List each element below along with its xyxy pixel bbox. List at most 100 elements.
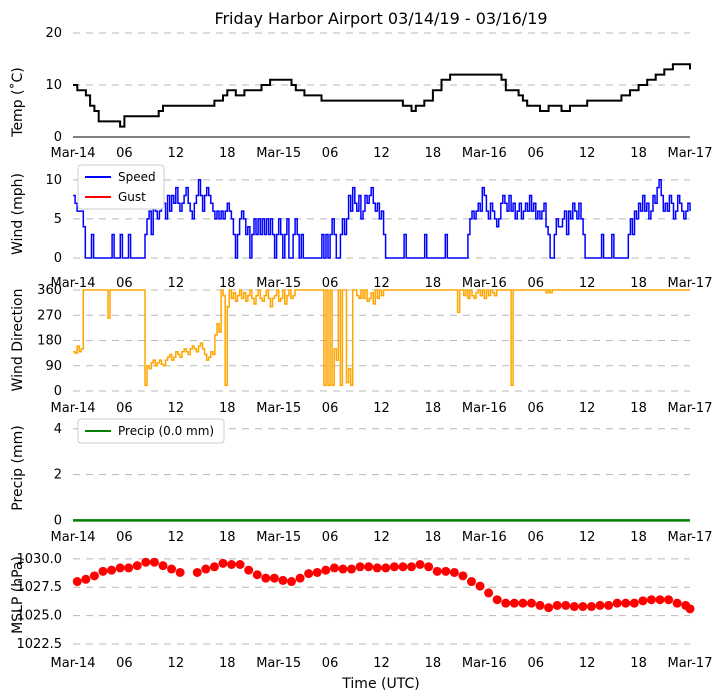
pressure-point (398, 562, 408, 572)
y-tick-label: 270 (37, 308, 62, 323)
pressure-point (278, 575, 288, 585)
x-tick-label: 18 (219, 401, 236, 416)
x-tick-label: Mar-14 (51, 530, 96, 545)
x-tick-label: 06 (527, 276, 544, 291)
x-tick-label: Mar-17 (668, 401, 713, 416)
x-tick-label: 12 (168, 656, 185, 671)
pressure-point (252, 570, 262, 580)
pressure-point (424, 562, 434, 572)
pressure-point (124, 563, 134, 573)
pressure-point (261, 573, 271, 583)
y-tick-label: 5 (54, 212, 62, 227)
temp-series (73, 63, 691, 128)
x-tick-label: 12 (168, 146, 185, 161)
x-tick-label: 12 (579, 401, 596, 416)
pressure-point (227, 560, 237, 569)
pressure-point (209, 562, 219, 572)
x-tick-label: Mar-17 (668, 146, 713, 161)
pressure-panel: 1022.5 1025.0 1027.5 1030.0 Mar-14 06 12 18 Mar-… (10, 552, 712, 671)
y-axis-label: Temp (˚C) (9, 67, 26, 137)
x-tick-label: Mar-17 (668, 656, 713, 671)
x-tick-label: Mar-14 (51, 656, 96, 671)
x-tick-label: 12 (168, 401, 185, 416)
y-tick-label: 1025.0 (17, 609, 63, 624)
precip-panel: 0 2 4 Mar-14 06 12 18 Mar-15 06 12 18 Mar-16 06 12 18 M… (10, 418, 713, 545)
x-tick-label: 06 (322, 146, 339, 161)
pressure-point (441, 566, 451, 576)
x-tick-label: 06 (527, 530, 544, 545)
x-tick-label: 12 (168, 530, 185, 545)
pressure-point (561, 600, 571, 610)
y-tick-label: 0 (54, 130, 62, 145)
speed-series (73, 179, 691, 259)
x-tick-label: 06 (116, 656, 133, 671)
legend-label: Gust (118, 190, 146, 204)
x-tick-label: 06 (322, 530, 339, 545)
x-tick-label: 18 (630, 401, 647, 416)
y-tick-label: 0 (54, 513, 62, 528)
x-tick-label: 18 (630, 530, 647, 545)
x-tick-label: Mar-16 (462, 530, 507, 545)
y-tick-label: 10 (45, 78, 62, 93)
pressure-point (98, 566, 108, 576)
pressure-point (685, 604, 695, 614)
y-tick-label: 1027.5 (17, 580, 63, 595)
x-tick-label: Mar-15 (256, 656, 301, 671)
x-tick-label: Mar-17 (668, 530, 713, 545)
pressure-point (347, 564, 357, 574)
y-axis-label: MSLP (hPa) (10, 556, 26, 634)
x-tick-label: 06 (527, 401, 544, 416)
x-tick-label: 18 (630, 656, 647, 671)
x-tick-label: 18 (425, 276, 442, 291)
y-axis-label: Precip (mm) (10, 425, 26, 510)
pressure-point (167, 564, 177, 574)
pressure-point (586, 602, 596, 612)
x-tick-label: 12 (373, 401, 390, 416)
pressure-point (218, 558, 228, 568)
y-tick-label: 180 (37, 334, 62, 349)
pressure-point (484, 588, 494, 598)
pressure-point (604, 600, 614, 610)
x-tick-label: Mar-14 (51, 276, 96, 291)
pressure-point (475, 581, 485, 591)
pressure-point (89, 571, 99, 581)
x-tick-label: Mar-16 (462, 276, 507, 291)
wind-speed-panel: 0 5 10 Mar-14 06 12 18 Mar-15 06 12 18 Mar-16 06 12 18… (10, 164, 712, 291)
legend-label: Precip (0.0 mm) (118, 424, 214, 438)
pressure-point (381, 563, 391, 573)
pressure-point (672, 598, 682, 608)
x-tick-label: Mar-16 (462, 146, 507, 161)
x-tick-label: 06 (116, 276, 133, 291)
pressure-point (492, 595, 502, 605)
x-tick-label: Mar-14 (51, 146, 96, 161)
direction-series (73, 289, 690, 387)
x-axis-label: Time (UTC) (341, 676, 419, 692)
pressure-point (595, 600, 605, 610)
pressure-point (389, 562, 399, 572)
pressure-point (544, 603, 554, 613)
x-tick-label: 06 (322, 401, 339, 416)
x-tick-label: 18 (630, 146, 647, 161)
pressure-point (321, 565, 331, 575)
y-tick-label: 90 (45, 359, 62, 374)
y-tick-label: 2 (54, 468, 62, 483)
pressure-point (235, 560, 245, 569)
pressure-point (149, 557, 159, 567)
pressure-point (72, 577, 82, 587)
wind-direction-panel: 0 90 180 270 360 Mar-14 06 12 18 Mar-15 06 12 18 Mar-… (10, 283, 712, 416)
x-tick-label: 06 (116, 146, 133, 161)
legend-box (77, 418, 225, 444)
x-tick-label: Mar-16 (462, 401, 507, 416)
y-tick-label: 1030.0 (17, 552, 63, 567)
pressure-point (175, 567, 185, 577)
x-tick-label: Mar-15 (256, 146, 301, 161)
pressure-point (141, 557, 151, 567)
x-tick-label: 12 (579, 146, 596, 161)
pressure-point (372, 563, 382, 573)
temp-panel: 0 10 20 Mar-14 06 12 18 Mar-15 06 12 18 Mar-16 06 12 1… (9, 26, 712, 161)
x-tick-label: 12 (373, 276, 390, 291)
x-tick-label: 18 (425, 656, 442, 671)
pressure-point (518, 598, 528, 608)
x-tick-label: 18 (630, 276, 647, 291)
